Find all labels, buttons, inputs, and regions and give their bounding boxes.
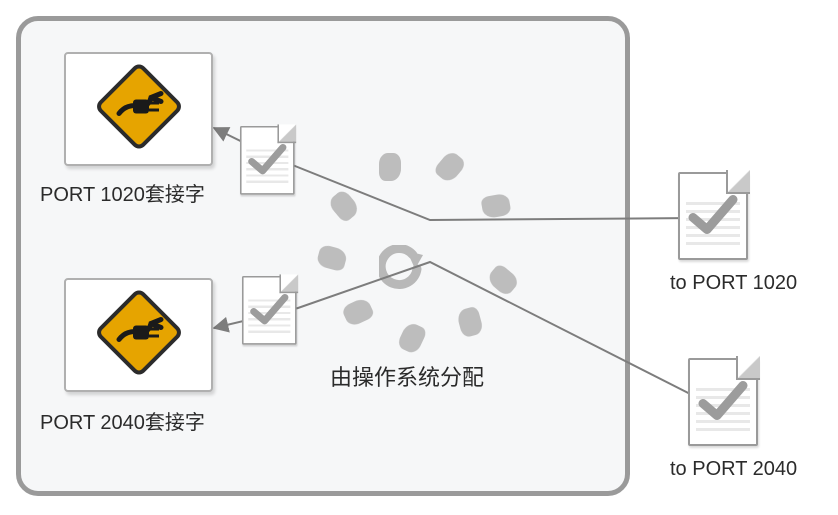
- socket-label-2040: PORT 2040套接字: [40, 406, 205, 435]
- dispatch-arrow-icon: [379, 245, 425, 296]
- socket-label-1020: PORT 1020套接字: [40, 178, 205, 207]
- checkmark-icon: [249, 289, 290, 333]
- packet-doc-e1: [678, 172, 748, 260]
- checkmark-icon: [247, 139, 288, 183]
- doc-label-1020: to PORT 1020: [670, 272, 797, 295]
- packet-doc-d1: [240, 126, 295, 195]
- socket-card-2040: [64, 278, 213, 392]
- diagram-root: 由操作系统分配 PORT 1020套接字: [0, 0, 838, 515]
- checkmark-icon: [687, 189, 739, 246]
- doc-label-2040: to PORT 2040: [670, 458, 797, 481]
- packet-doc-d2: [242, 276, 297, 345]
- checkmark-icon: [697, 375, 749, 432]
- os-assign-label: 由操作系统分配: [330, 360, 484, 392]
- plug-icon: [96, 290, 182, 381]
- packet-doc-e2: [688, 358, 758, 446]
- socket-card-1020: [64, 52, 213, 166]
- plug-icon: [96, 64, 182, 155]
